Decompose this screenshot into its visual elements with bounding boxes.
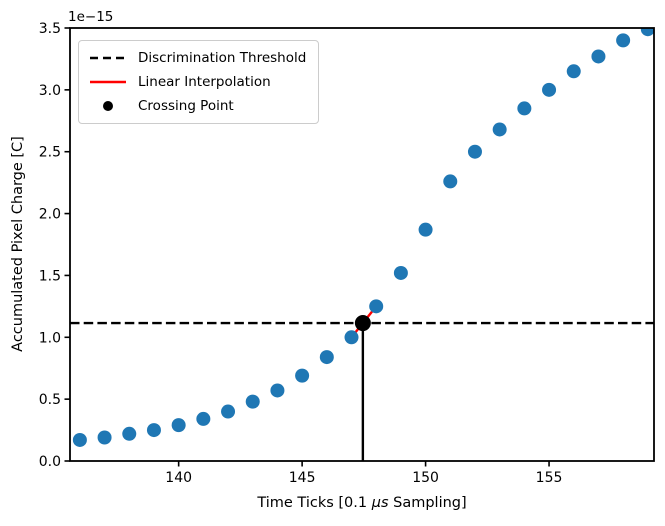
scatter-point	[640, 28, 654, 37]
scatter-point	[418, 222, 433, 237]
scatter-point	[319, 350, 334, 365]
y-tick-label: 3.0	[39, 83, 61, 99]
y-tick-label: 2.0	[39, 207, 61, 223]
dot-icon	[89, 99, 127, 113]
plot-area	[70, 28, 654, 461]
y-tick-label: 0.0	[39, 454, 61, 470]
scatter-point	[221, 404, 236, 419]
y-axis-label: Accumulated Pixel Charge [C]	[10, 136, 26, 352]
scatter-point	[467, 144, 482, 159]
x-tick-label: 145	[289, 470, 316, 486]
legend-item-threshold: Discrimination Threshold	[89, 48, 306, 68]
x-axis-label-prefix: Time Ticks [0.1	[257, 495, 372, 511]
scatter-point	[171, 418, 186, 433]
axis-ticks: 140 145 150 155 0.0 0.5 1.0 1.5 2.0 2.5 3.0 3.5	[39, 21, 563, 486]
legend-label: Crossing Point	[138, 98, 234, 114]
scatter-point	[295, 368, 310, 383]
x-axis-label: Time Ticks [0.1 μs Sampling]	[257, 495, 466, 511]
y-tick-label: 1.5	[39, 268, 61, 284]
scatter-point	[72, 432, 87, 447]
scatter-point	[492, 122, 507, 137]
scatter-point	[542, 82, 557, 97]
scatter-point	[517, 101, 532, 116]
legend-label: Discrimination Threshold	[138, 50, 307, 66]
y-tick-label: 1.0	[39, 330, 61, 346]
scatter-point	[393, 265, 408, 280]
scatter-point	[591, 49, 606, 64]
crossing-point	[354, 315, 371, 332]
legend: Discrimination Threshold Linear Interpol…	[78, 40, 320, 124]
x-axis-label-suffix: Sampling]	[388, 495, 467, 511]
legend-item-interpolation: Linear Interpolation	[89, 72, 306, 92]
y-tick-label: 3.5	[39, 21, 61, 37]
axes-spines	[69, 27, 655, 462]
solid-line-icon	[89, 75, 127, 89]
scatter-point	[146, 423, 161, 438]
x-tick-label: 150	[412, 470, 439, 486]
scatter-point	[122, 426, 137, 441]
y-axis-offset-text: 1e−15	[68, 9, 114, 25]
y-tick-label: 0.5	[39, 392, 61, 408]
legend-label: Linear Interpolation	[138, 74, 271, 90]
x-tick-label: 155	[536, 470, 563, 486]
scatter-point	[369, 299, 384, 314]
dashed-line-icon	[89, 51, 127, 65]
scatter-point	[196, 411, 211, 426]
x-tick-label: 140	[165, 470, 192, 486]
scatter-point	[344, 330, 359, 345]
scatter-point	[616, 33, 631, 48]
scatter-point	[270, 383, 285, 398]
scatter-point	[566, 64, 581, 79]
scatter-point	[443, 174, 458, 189]
scatter-point	[245, 394, 260, 409]
y-tick-label: 2.5	[39, 145, 61, 161]
scatter-point	[97, 430, 112, 445]
x-axis-label-mu: μs	[371, 495, 389, 511]
legend-item-crossing: Crossing Point	[89, 96, 306, 116]
